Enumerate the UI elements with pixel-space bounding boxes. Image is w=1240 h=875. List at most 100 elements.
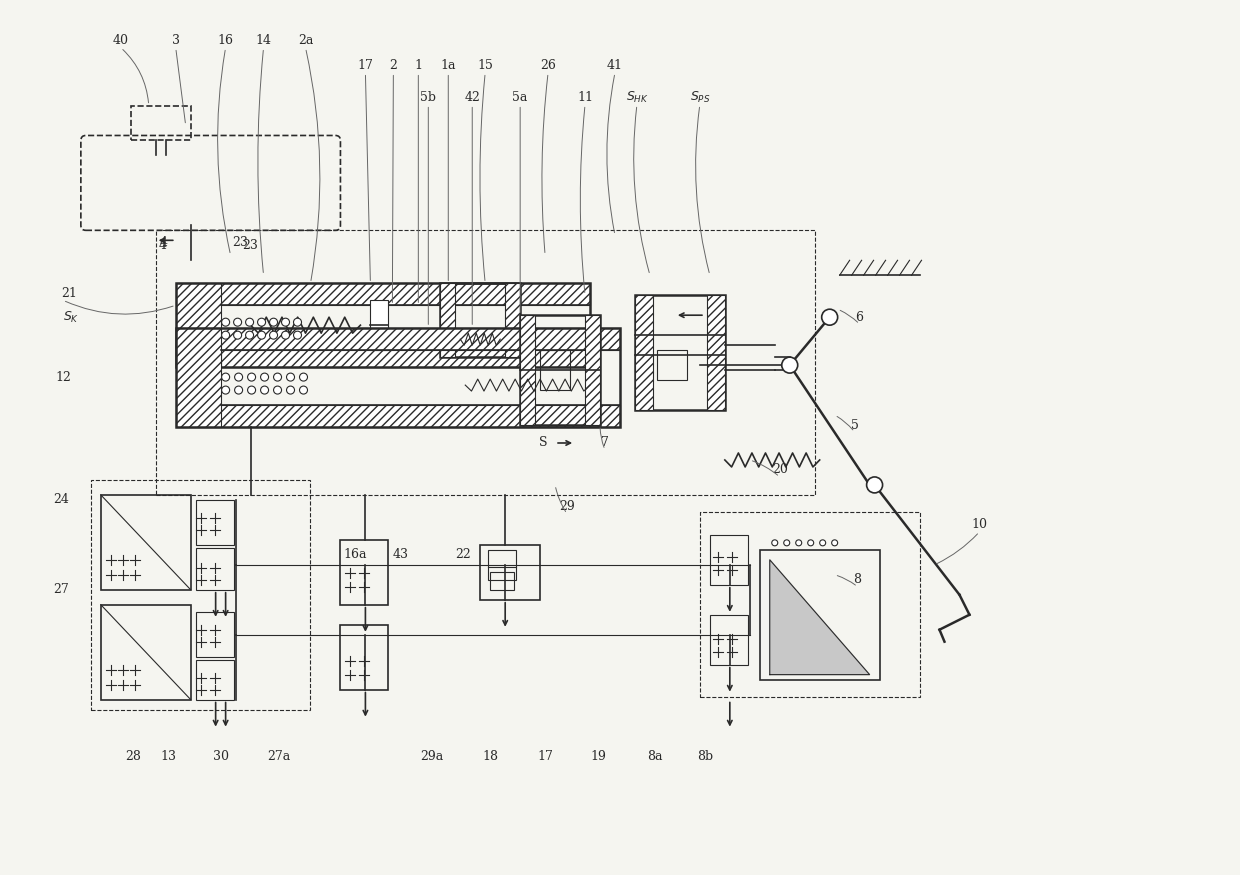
Text: 28: 28 (125, 750, 140, 763)
Circle shape (294, 331, 301, 340)
Bar (520, 315, 600, 425)
Text: 17: 17 (537, 750, 553, 763)
Text: 40: 40 (113, 34, 129, 47)
Text: 4: 4 (160, 235, 167, 248)
Bar (440, 284, 520, 357)
Bar (635, 295, 653, 410)
Circle shape (274, 373, 281, 382)
Text: 27: 27 (53, 584, 68, 596)
Bar (196, 612, 233, 656)
Bar (709, 615, 748, 665)
Circle shape (258, 318, 265, 326)
Text: 42: 42 (464, 91, 480, 104)
Circle shape (222, 331, 229, 340)
Text: 3: 3 (171, 34, 180, 47)
Text: 29a: 29a (420, 750, 444, 763)
Circle shape (274, 386, 281, 394)
Circle shape (286, 373, 295, 382)
Text: 8a: 8a (647, 750, 662, 763)
Text: 18: 18 (482, 750, 498, 763)
Circle shape (233, 318, 242, 326)
Circle shape (248, 373, 255, 382)
Text: 29: 29 (559, 500, 575, 514)
Bar (657, 350, 687, 380)
Bar (635, 295, 725, 410)
Text: 1: 1 (414, 60, 423, 72)
Bar (176, 328, 221, 427)
Bar (489, 550, 516, 580)
Circle shape (222, 373, 229, 382)
Circle shape (807, 540, 813, 546)
Circle shape (281, 331, 289, 340)
Circle shape (771, 540, 777, 546)
Text: 2a: 2a (298, 34, 314, 47)
Text: 22: 22 (455, 549, 471, 562)
Text: 8b: 8b (697, 750, 713, 763)
Bar (176, 284, 221, 368)
Bar (156, 230, 815, 495)
Circle shape (233, 331, 242, 340)
Bar (699, 512, 920, 696)
Text: 12: 12 (55, 371, 71, 383)
Bar (541, 350, 570, 390)
Text: 41: 41 (608, 60, 622, 72)
Circle shape (258, 331, 265, 340)
Bar (760, 550, 879, 680)
Bar (176, 284, 590, 305)
Bar (520, 315, 536, 425)
Text: 24: 24 (53, 493, 69, 507)
Text: 15: 15 (477, 60, 494, 72)
Bar (100, 495, 191, 590)
Text: 30: 30 (212, 750, 228, 763)
Circle shape (269, 331, 278, 340)
Circle shape (784, 540, 790, 546)
Text: 10: 10 (971, 518, 987, 531)
Text: 17: 17 (357, 60, 373, 72)
Bar (176, 328, 620, 427)
Bar (490, 571, 515, 590)
Bar (707, 295, 725, 410)
Text: 7: 7 (601, 437, 609, 450)
Text: 1a: 1a (440, 60, 456, 72)
Circle shape (234, 373, 243, 382)
Text: 23: 23 (233, 235, 248, 248)
Circle shape (867, 477, 883, 493)
Text: $S_{HK}$: $S_{HK}$ (625, 90, 649, 105)
Bar (505, 284, 520, 357)
Bar (100, 605, 191, 700)
Text: 20: 20 (771, 464, 787, 477)
Circle shape (300, 386, 308, 394)
Text: 21: 21 (61, 287, 77, 300)
Bar (176, 405, 620, 427)
Text: 19: 19 (590, 750, 606, 763)
Bar (371, 300, 388, 350)
Circle shape (260, 373, 269, 382)
Text: 4: 4 (159, 239, 166, 252)
Text: 14: 14 (255, 34, 272, 47)
Bar (341, 625, 388, 690)
Polygon shape (770, 560, 869, 675)
Bar (341, 540, 388, 605)
Circle shape (796, 540, 802, 546)
Text: 8: 8 (853, 573, 862, 586)
Text: 26: 26 (541, 60, 556, 72)
Bar (130, 106, 191, 141)
Text: 5a: 5a (512, 91, 528, 104)
Text: 5b: 5b (420, 91, 436, 104)
Bar (440, 284, 455, 357)
Bar (585, 315, 600, 425)
Circle shape (832, 540, 838, 546)
Text: 5: 5 (851, 418, 858, 431)
Text: 27a: 27a (267, 750, 290, 763)
Bar (709, 535, 748, 584)
Bar (196, 660, 233, 700)
Bar (196, 500, 233, 545)
Text: 43: 43 (392, 549, 408, 562)
Circle shape (781, 357, 797, 373)
Circle shape (822, 309, 838, 326)
Bar (176, 345, 590, 368)
Text: 16: 16 (218, 34, 233, 47)
Circle shape (248, 386, 255, 394)
Bar (176, 284, 590, 368)
Text: 13: 13 (161, 750, 177, 763)
